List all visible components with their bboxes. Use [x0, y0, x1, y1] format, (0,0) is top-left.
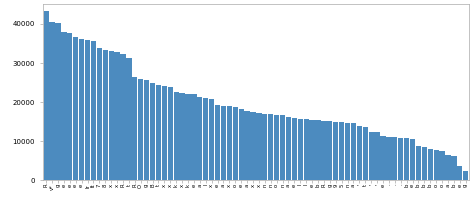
Bar	[85, 40, 90, 180]
Bar	[197, 97, 202, 180]
Bar	[315, 120, 320, 180]
Bar	[303, 119, 309, 180]
Bar	[245, 111, 250, 180]
Bar	[49, 22, 55, 180]
Bar	[345, 123, 350, 180]
Bar	[191, 94, 197, 180]
Bar	[79, 39, 84, 180]
Bar	[339, 122, 344, 180]
Bar	[392, 137, 398, 180]
Bar	[103, 50, 108, 180]
Bar	[268, 114, 273, 180]
Bar	[55, 23, 61, 180]
Bar	[238, 109, 244, 180]
Bar	[180, 93, 185, 180]
Bar	[44, 11, 49, 180]
Bar	[422, 147, 427, 180]
Bar	[233, 107, 238, 180]
Bar	[173, 92, 179, 180]
Bar	[185, 94, 191, 180]
Bar	[333, 122, 338, 180]
Bar	[126, 58, 132, 180]
Bar	[327, 121, 332, 180]
Bar	[73, 37, 78, 180]
Bar	[363, 127, 368, 180]
Bar	[298, 119, 303, 180]
Bar	[274, 115, 279, 180]
Bar	[368, 132, 374, 180]
Bar	[457, 166, 463, 180]
Bar	[144, 80, 149, 180]
Bar	[310, 120, 315, 180]
Bar	[286, 117, 291, 180]
Bar	[168, 87, 173, 180]
Bar	[150, 83, 155, 180]
Bar	[138, 79, 144, 180]
Bar	[203, 98, 209, 180]
Bar	[262, 114, 267, 180]
Bar	[132, 77, 137, 180]
Bar	[321, 121, 327, 180]
Bar	[97, 48, 102, 180]
Bar	[374, 132, 380, 180]
Bar	[292, 118, 297, 180]
Bar	[221, 106, 226, 180]
Bar	[120, 54, 126, 180]
Bar	[380, 136, 386, 180]
Bar	[227, 106, 232, 180]
Bar	[215, 104, 220, 180]
Bar	[162, 86, 167, 180]
Bar	[404, 138, 409, 180]
Bar	[280, 115, 285, 180]
Bar	[209, 99, 214, 180]
Bar	[67, 33, 73, 180]
Bar	[114, 52, 120, 180]
Bar	[351, 123, 356, 180]
Bar	[250, 112, 255, 180]
Bar	[446, 155, 451, 180]
Bar	[61, 32, 66, 180]
Bar	[463, 171, 468, 180]
Bar	[386, 137, 392, 180]
Bar	[109, 51, 114, 180]
Bar	[428, 149, 433, 180]
Bar	[398, 138, 403, 180]
Bar	[357, 126, 362, 180]
Bar	[439, 151, 445, 180]
Bar	[416, 146, 421, 180]
Bar	[156, 85, 161, 180]
Bar	[256, 113, 262, 180]
Bar	[451, 156, 456, 180]
Bar	[91, 41, 96, 180]
Bar	[434, 150, 439, 180]
Bar	[410, 139, 415, 180]
